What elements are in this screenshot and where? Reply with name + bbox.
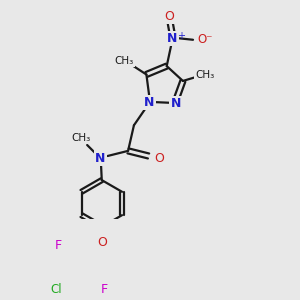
Text: CH₃: CH₃ bbox=[72, 133, 91, 143]
Text: Cl: Cl bbox=[51, 283, 62, 296]
Text: N: N bbox=[95, 152, 106, 165]
Text: O: O bbox=[154, 152, 164, 165]
Text: CH₃: CH₃ bbox=[115, 56, 134, 66]
Text: O: O bbox=[165, 10, 175, 23]
Text: +: + bbox=[177, 31, 184, 41]
Text: F: F bbox=[54, 239, 61, 252]
Text: F: F bbox=[101, 283, 108, 296]
Text: O: O bbox=[97, 236, 107, 249]
Text: O⁻: O⁻ bbox=[197, 33, 212, 46]
Text: N: N bbox=[170, 97, 181, 110]
Text: N: N bbox=[167, 32, 178, 45]
Text: CH₃: CH₃ bbox=[195, 70, 214, 80]
Text: N: N bbox=[144, 96, 154, 109]
